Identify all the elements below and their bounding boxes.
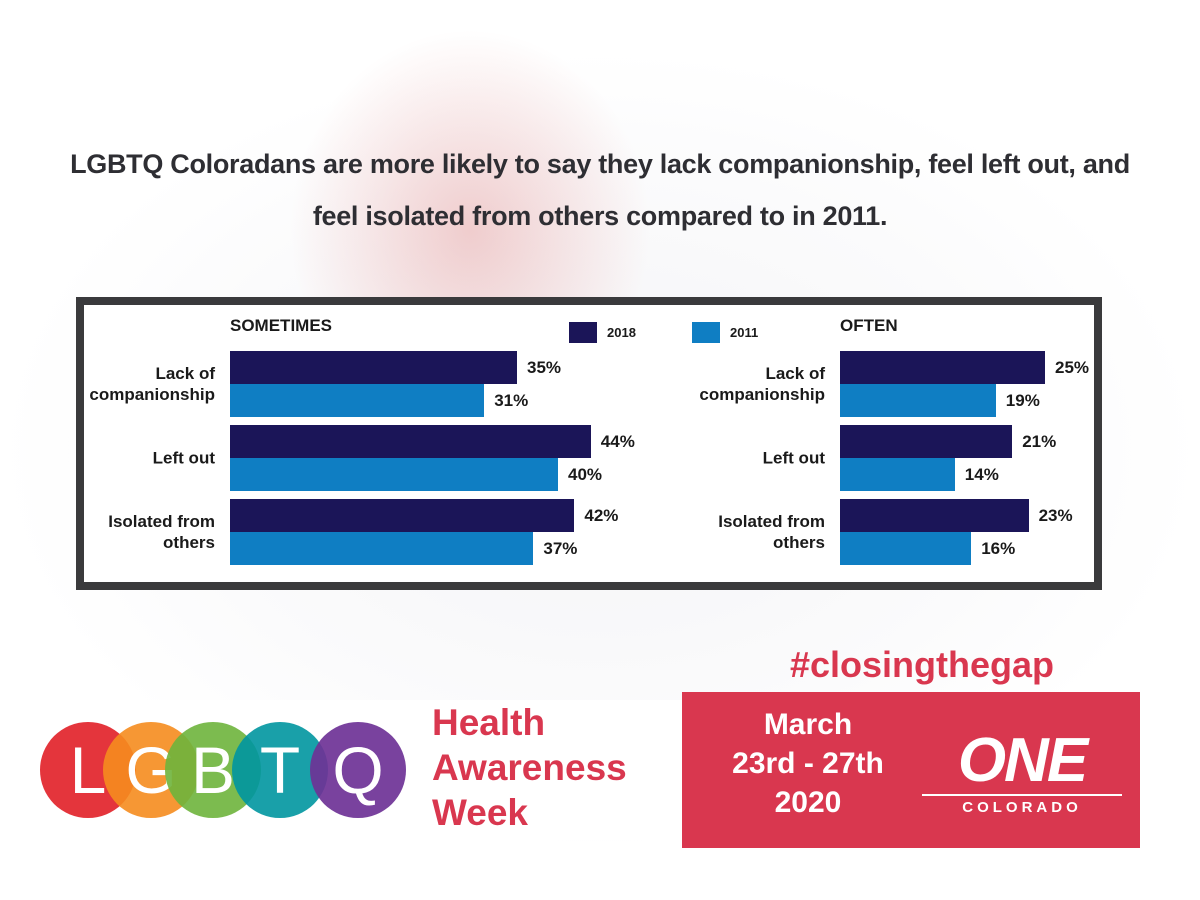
- legend-label: 2011: [730, 325, 759, 340]
- logo-letter: Q: [310, 722, 406, 818]
- category-label: Isolated from others: [718, 512, 825, 552]
- event-date-line: 23rd - 27th: [732, 747, 884, 780]
- org-subtitle: COLORADO: [922, 794, 1122, 816]
- bar: [840, 532, 972, 565]
- headline: LGBTQ Coloradans are more likely to say …: [70, 149, 1130, 231]
- category-label: Isolated from others: [108, 512, 215, 552]
- value-label: 25%: [1055, 358, 1090, 377]
- org-name: ONE: [957, 726, 1088, 795]
- bar: [840, 351, 1045, 384]
- event-name-line: Awareness: [432, 747, 627, 788]
- value-label: 14%: [964, 465, 999, 484]
- bar: [230, 351, 517, 384]
- value-label: 31%: [494, 391, 529, 410]
- event-date-line: 2020: [774, 786, 842, 819]
- value-label: 40%: [568, 465, 603, 484]
- hashtag: #closingthegap: [790, 644, 1055, 685]
- value-label: 44%: [600, 432, 635, 451]
- legend-swatch: [569, 322, 597, 343]
- category-label: Left out: [152, 448, 215, 468]
- bar: [230, 532, 534, 565]
- value-label: 19%: [1005, 391, 1040, 410]
- date-box: [682, 692, 1140, 848]
- value-label: 37%: [543, 539, 578, 558]
- bar: [840, 458, 955, 491]
- value-label: 35%: [527, 358, 562, 377]
- legend-swatch: [692, 322, 720, 343]
- organization-logo: ONE COLORADO: [922, 730, 1122, 816]
- bar: [230, 499, 575, 532]
- bar: [840, 425, 1013, 458]
- chart-title: OFTEN: [840, 316, 898, 335]
- value-label: 21%: [1022, 432, 1057, 451]
- value-label: 42%: [584, 506, 619, 525]
- value-label: 16%: [981, 539, 1016, 558]
- category-label: Lack of companionship: [699, 364, 825, 404]
- event-name-line: Health: [432, 702, 546, 743]
- category-label: Left out: [762, 448, 825, 468]
- event-name-line: Week: [432, 792, 528, 833]
- value-label: 23%: [1038, 506, 1073, 525]
- bar: [230, 458, 558, 491]
- bar: [840, 499, 1029, 532]
- bar: [230, 384, 485, 417]
- chart-title: SOMETIMES: [230, 316, 333, 335]
- category-label: Lack of companionship: [89, 364, 215, 404]
- event-date-line: March: [763, 708, 853, 741]
- legend-label: 2018: [607, 325, 636, 340]
- bar: [230, 425, 591, 458]
- bar: [840, 384, 996, 417]
